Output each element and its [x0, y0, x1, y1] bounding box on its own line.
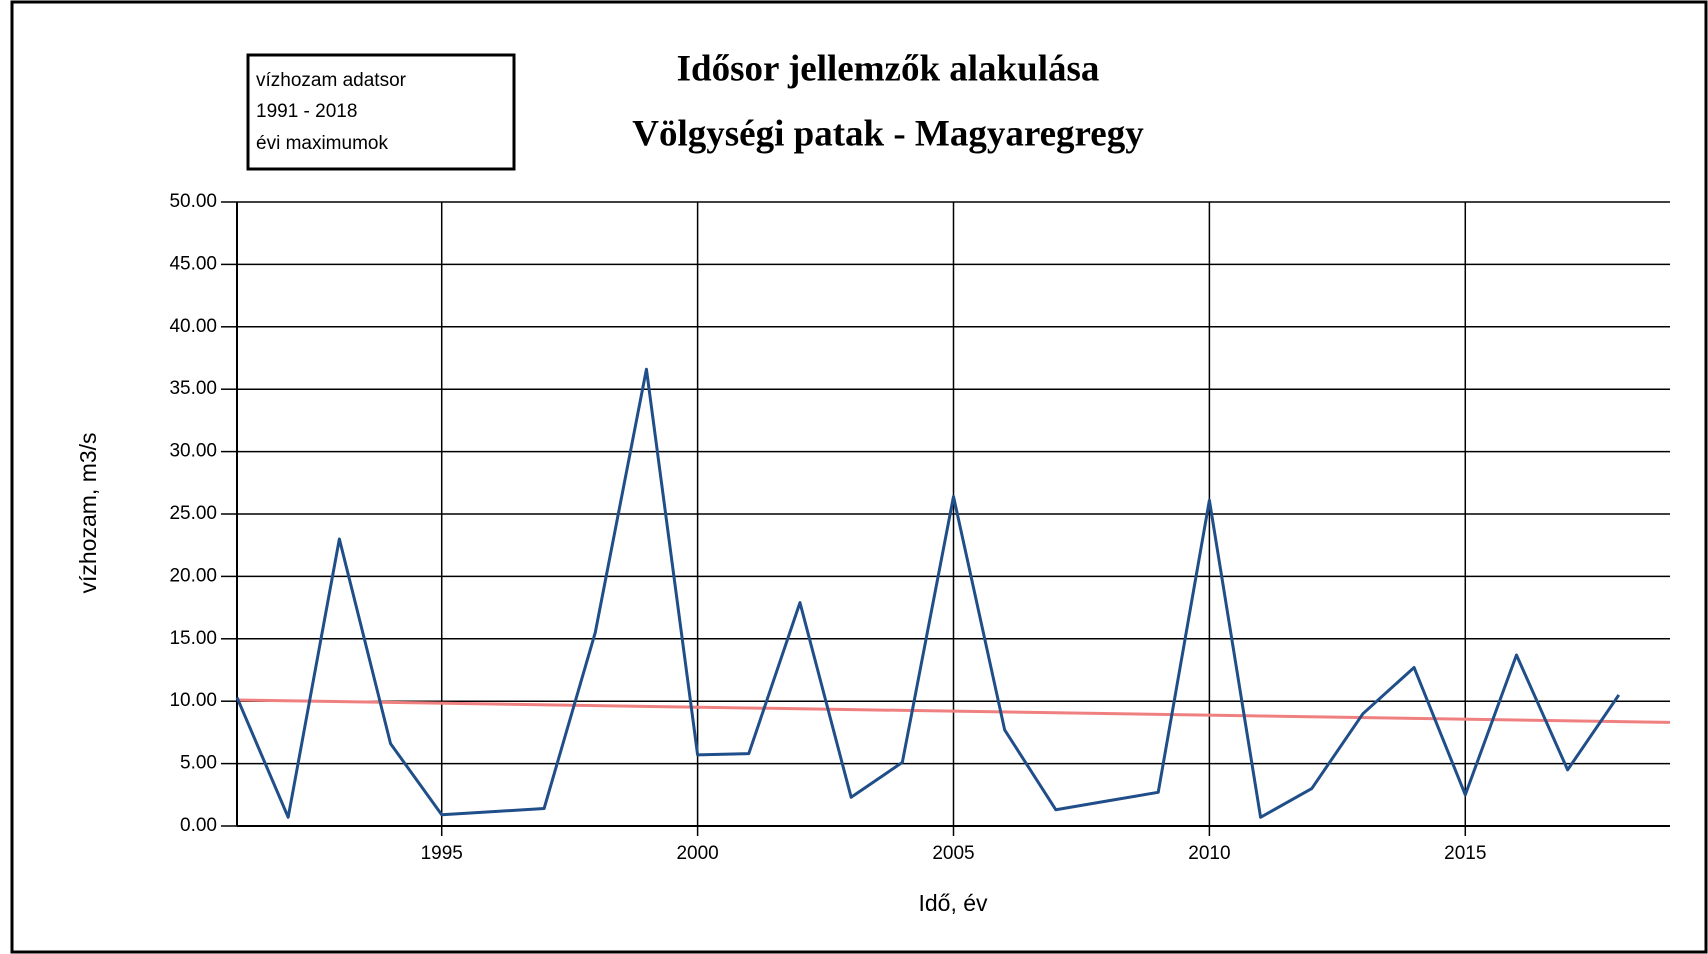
annotation: évi maximumok — [256, 133, 388, 154]
y-tick-label: 5.00 — [180, 753, 217, 774]
y-tick-label: 50.00 — [169, 191, 217, 212]
annotation-box — [246, 53, 516, 171]
y-tick-label: 15.00 — [169, 628, 217, 649]
y-tick-label: 10.00 — [169, 690, 217, 711]
y-tick-label: 40.00 — [169, 316, 217, 337]
y-tick-label: 35.00 — [169, 378, 217, 399]
x-axis-label: Idő, év — [918, 890, 988, 916]
x-tick-label: 2005 — [932, 843, 974, 864]
y-tick-label: 30.00 — [169, 441, 217, 462]
y-axis-label: vízhozam, m3/s — [75, 432, 101, 593]
y-tick-label: 20.00 — [169, 565, 217, 586]
y-tick-label: 25.00 — [169, 503, 217, 524]
chart-title: Idősor jellemzők alakulása — [677, 48, 1100, 89]
x-tick-label: 2010 — [1188, 843, 1230, 864]
x-tick-label: 2000 — [676, 843, 718, 864]
chart-subtitle: Völgységi patak - Magyaregregy — [632, 113, 1144, 154]
annotation: vízhozam adatsor — [256, 70, 407, 91]
annotation: 1991 - 2018 — [256, 101, 357, 122]
series-line — [235, 367, 1621, 819]
x-tick-label: 1995 — [421, 843, 463, 864]
y-tick-label: 45.00 — [169, 253, 217, 274]
x-tick-label: 2015 — [1444, 843, 1486, 864]
trend-line — [236, 698, 1671, 724]
y-tick-label: 0.00 — [180, 815, 217, 836]
